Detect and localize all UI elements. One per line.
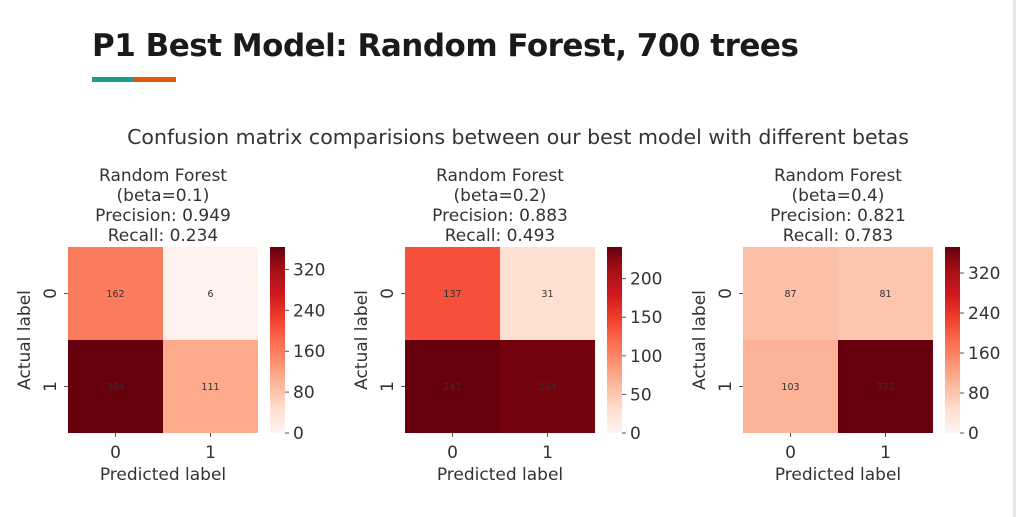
heatmap-cell (68, 340, 163, 433)
title-accent-bar (92, 77, 176, 82)
colorbar-tick-label: 160 (293, 342, 325, 362)
panel-title-line: Recall: 0.234 (108, 226, 219, 246)
heatmap-cell (743, 340, 838, 433)
x-tick-label: 1 (542, 443, 553, 463)
cell-value-label: 137 (443, 289, 461, 300)
heatmap-cell (405, 247, 500, 340)
heatmap-cell (838, 340, 933, 433)
figure-suptitle: Confusion matrix comparisions between ou… (127, 125, 909, 149)
colorbar-tick-label: 160 (968, 344, 1000, 364)
y-tick-label: 1 (716, 381, 736, 392)
x-tick-label: 0 (447, 443, 458, 463)
confusion-matrix-panel: Random Forest(beta=0.4)Precision: 0.821R… (690, 166, 1000, 485)
colorbar-tick-label: 0 (630, 424, 641, 444)
panel-title-line: Random Forest (774, 166, 902, 186)
heatmap-cell (163, 247, 258, 340)
cell-value-label: 234 (538, 382, 556, 393)
x-tick-label: 1 (880, 443, 891, 463)
x-tick-label: 1 (205, 443, 216, 463)
cell-value-label: 31 (541, 289, 553, 300)
panel-title-line: (beta=0.2) (454, 186, 547, 206)
x-tick-label: 0 (110, 443, 121, 463)
y-tick-label: 0 (716, 288, 736, 299)
y-axis-label: Actual label (15, 290, 35, 390)
cell-value-label: 372 (876, 382, 894, 393)
y-axis-label: Actual label (690, 290, 710, 390)
panel-title-line: (beta=0.1) (117, 186, 210, 206)
y-tick-label: 1 (41, 381, 61, 392)
colorbar-tick-label: 80 (968, 384, 990, 404)
colorbar (607, 247, 622, 433)
cell-value-label: 6 (207, 289, 213, 300)
accent-teal-segment (92, 77, 134, 82)
colorbar-tick-label: 200 (630, 270, 662, 290)
panel-title-line: (beta=0.4) (792, 186, 885, 206)
colorbar-tick-label: 50 (630, 385, 652, 405)
panel-title-line: Precision: 0.821 (770, 206, 906, 226)
slide-title: P1 Best Model: Random Forest, 700 trees (92, 28, 799, 64)
cell-value-label: 103 (781, 382, 799, 393)
x-axis-label: Predicted label (775, 465, 901, 485)
confusion-matrix-panel: Random Forest(beta=0.2)Precision: 0.883R… (352, 166, 662, 485)
panel-title-line: Random Forest (436, 166, 564, 186)
y-tick-label: 0 (378, 288, 398, 299)
panel-title-line: Recall: 0.783 (783, 226, 894, 246)
cell-value-label: 241 (443, 382, 461, 393)
colorbar (945, 247, 960, 433)
y-tick-label: 0 (41, 288, 61, 299)
colorbar-tick-label: 80 (293, 383, 315, 403)
confusion-matrix-panel: Random Forest(beta=0.1)Precision: 0.949R… (15, 166, 325, 485)
heatmap-cell (500, 340, 595, 433)
panel-title-line: Precision: 0.949 (95, 206, 231, 226)
colorbar (270, 247, 285, 433)
cell-value-label: 111 (201, 382, 219, 393)
heatmap-cell (405, 340, 500, 433)
panel-title-line: Recall: 0.493 (445, 226, 556, 246)
cell-value-label: 87 (784, 289, 796, 300)
cell-value-label: 81 (879, 289, 891, 300)
accent-orange-segment (134, 77, 176, 82)
heatmap-cell (163, 340, 258, 433)
y-tick-label: 1 (378, 381, 398, 392)
panel-title-line: Random Forest (99, 166, 227, 186)
colorbar-tick-label: 0 (968, 424, 979, 444)
x-axis-label: Predicted label (100, 465, 226, 485)
y-axis-label: Actual label (352, 290, 372, 390)
x-axis-label: Predicted label (437, 465, 563, 485)
cell-value-label: 364 (106, 382, 124, 393)
colorbar-tick-label: 240 (293, 301, 325, 321)
colorbar-tick-label: 240 (968, 304, 1000, 324)
heatmap-cell (743, 247, 838, 340)
x-tick-label: 0 (785, 443, 796, 463)
slide-edge (1013, 0, 1016, 517)
colorbar-tick-label: 0 (293, 424, 304, 444)
colorbar-tick-label: 320 (293, 260, 325, 280)
cell-value-label: 162 (106, 289, 124, 300)
colorbar-tick-label: 150 (630, 308, 662, 328)
colorbar-tick-label: 100 (630, 347, 662, 367)
heatmap-cell (838, 247, 933, 340)
colorbar-tick-label: 320 (968, 264, 1000, 284)
panel-title-line: Precision: 0.883 (432, 206, 568, 226)
heatmap-cell (68, 247, 163, 340)
heatmap-cell (500, 247, 595, 340)
